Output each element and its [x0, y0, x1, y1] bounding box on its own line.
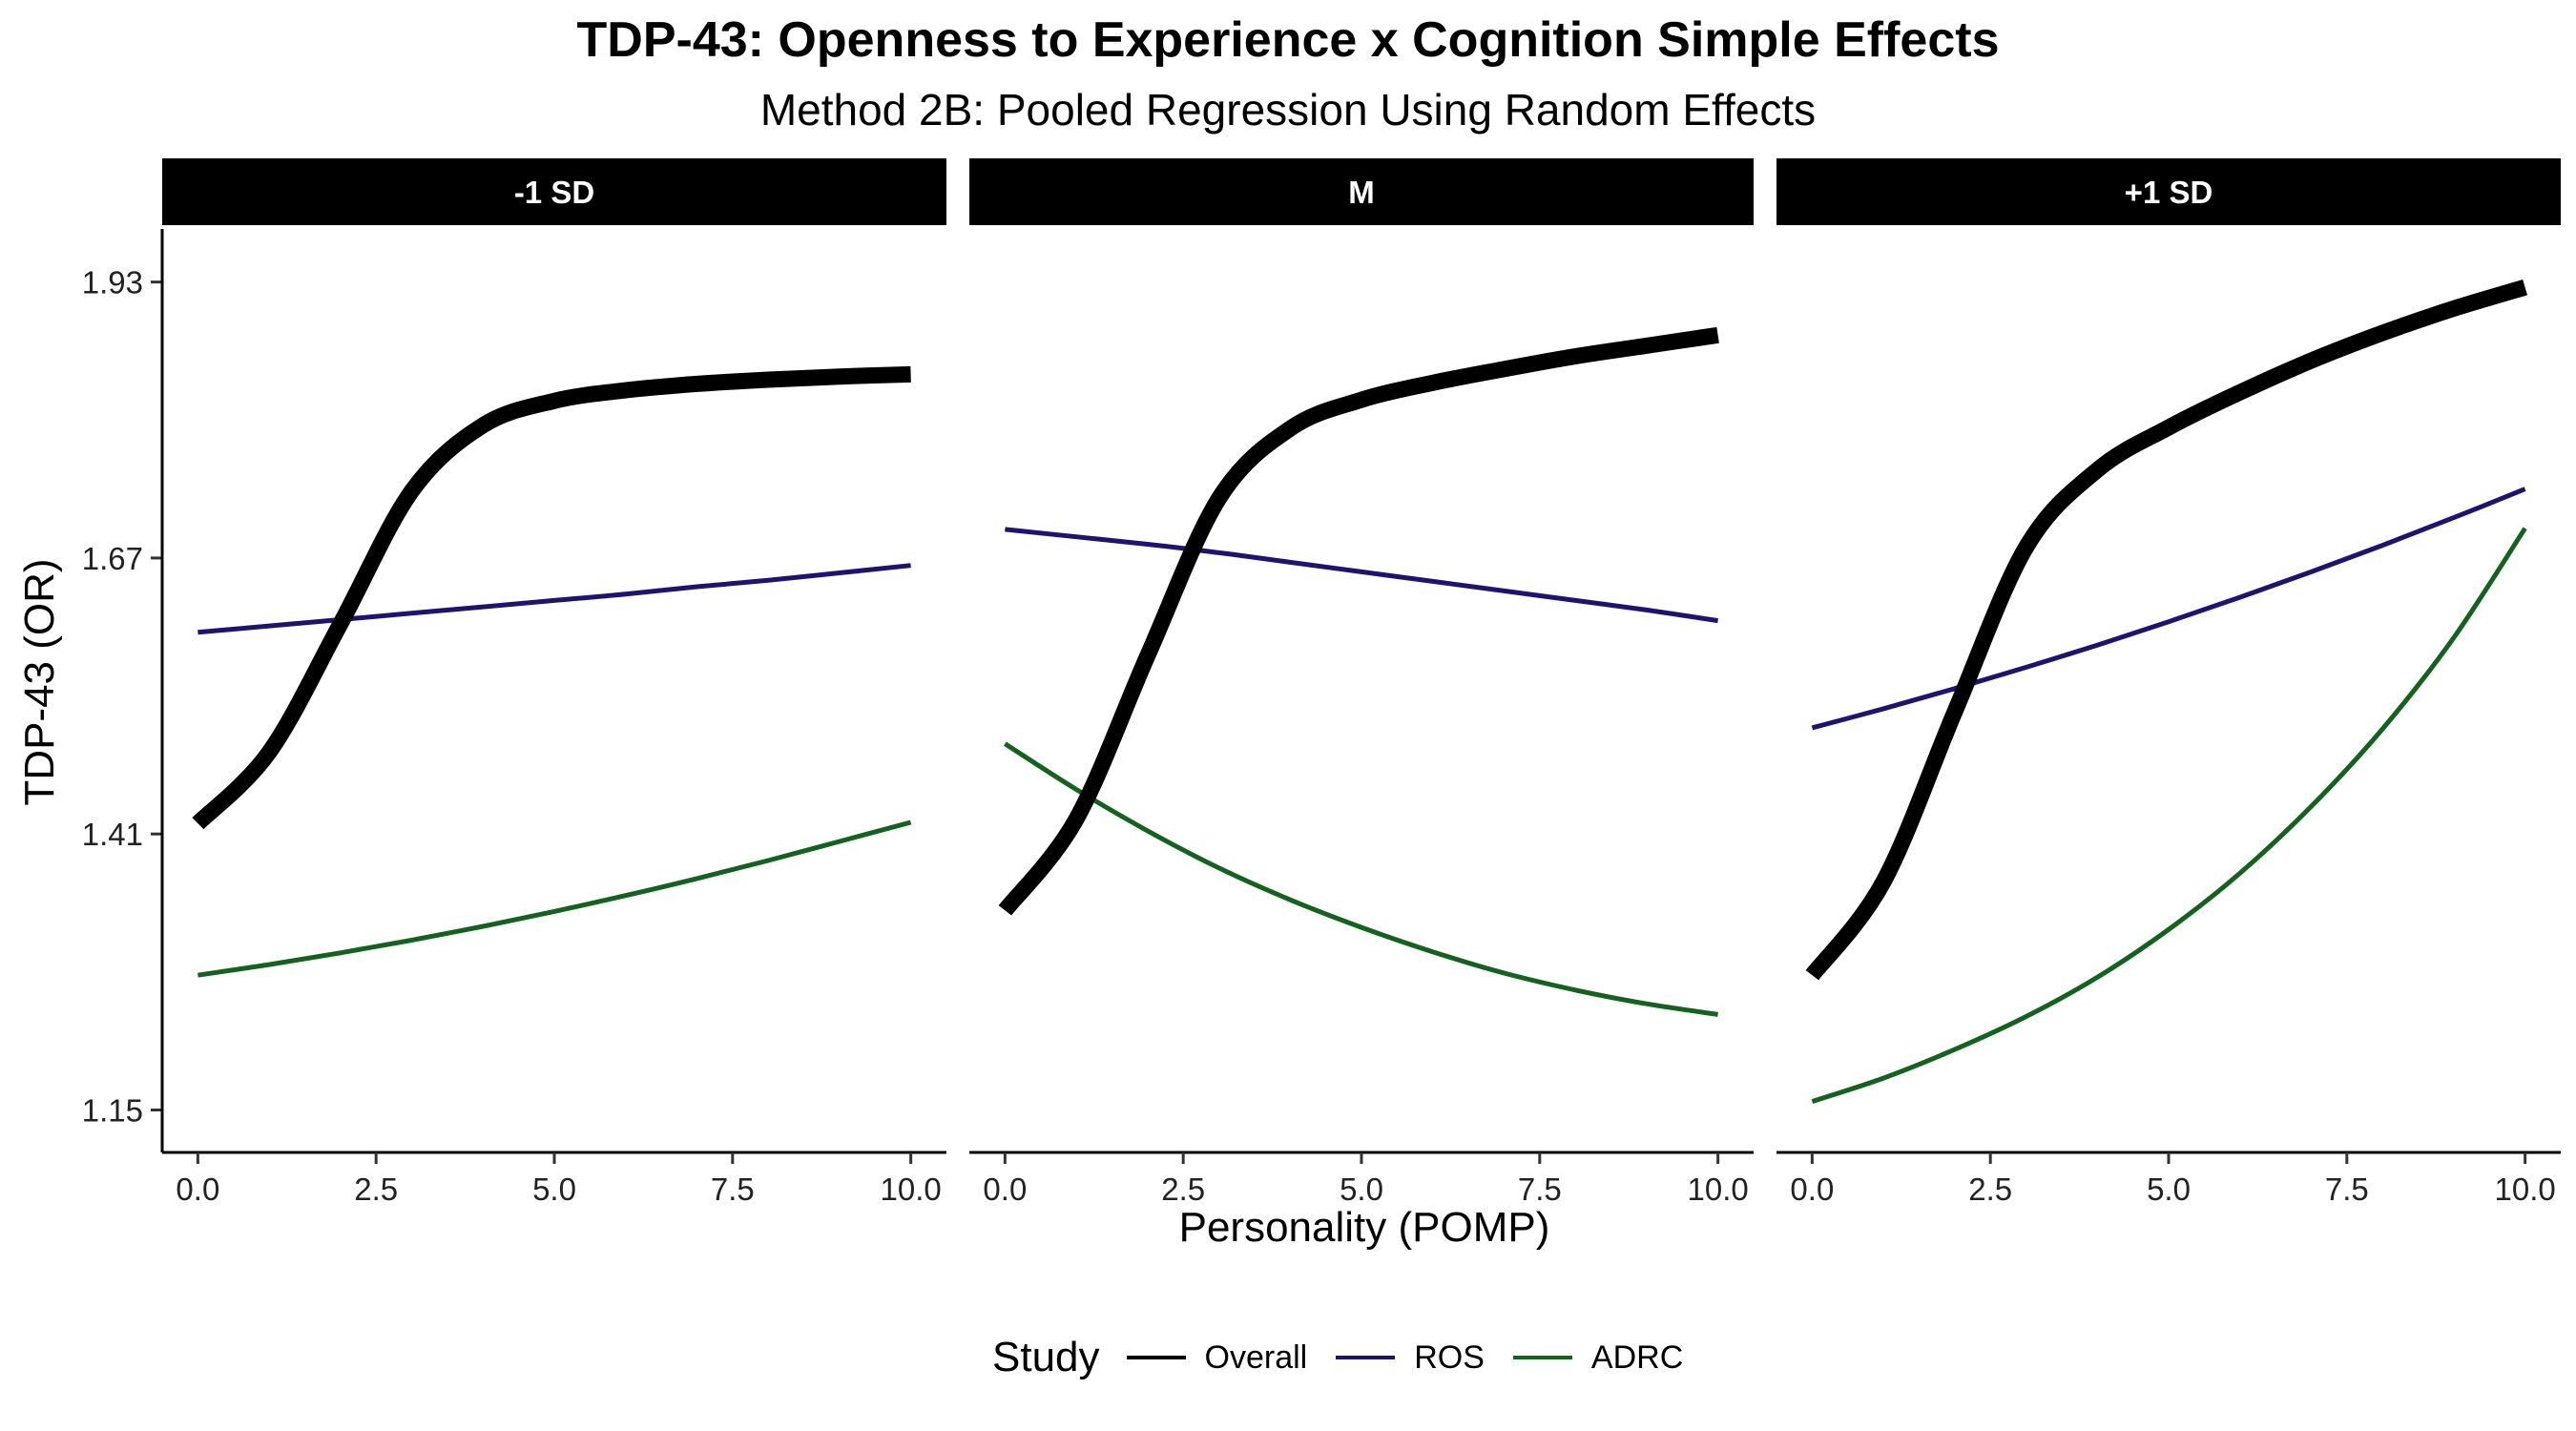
x-tick-label: 5.0	[1340, 1172, 1383, 1207]
x-tick-label: 2.5	[1161, 1172, 1205, 1207]
series-line-overall	[1805, 280, 2528, 981]
legend-item-ros: ROS	[1336, 1339, 1485, 1377]
x-tick-label: 5.0	[532, 1172, 576, 1207]
facet-label: +1 SD	[2125, 175, 2213, 210]
y-tick-label: 1.93	[82, 265, 143, 301]
x-tick-label: 2.5	[354, 1172, 398, 1207]
x-tick-label: 10.0	[881, 1172, 942, 1207]
chart-title: TDP-43: Openness to Experience x Cogniti…	[576, 12, 2000, 68]
facet-strip	[1776, 158, 2561, 225]
x-tick-label: 0.0	[983, 1172, 1027, 1207]
chart-subtitle: Method 2B: Pooled Regression Using Rando…	[759, 85, 1817, 135]
legend-item-adrc: ADRC	[1512, 1338, 1684, 1377]
x-tick-label: 7.5	[1518, 1172, 1562, 1207]
x-tick-label: 0.0	[176, 1172, 219, 1207]
series-line-adrc	[197, 819, 912, 978]
legend: Study Overall ROS ADRC	[992, 1329, 1712, 1386]
series-line-ros	[197, 563, 911, 635]
x-axis-label-text: Personality (POMP)	[1178, 1204, 1550, 1251]
x-tick-label: 5.0	[2147, 1172, 2191, 1207]
x-tick-label: 2.5	[1968, 1172, 2012, 1207]
facet-label: M	[1348, 175, 1375, 210]
series-line-ros	[1005, 527, 1718, 624]
legend-label-adrc: ADRC	[1590, 1338, 1684, 1376]
legend-key-overall	[1126, 1356, 1186, 1359]
series-line-overall	[192, 365, 911, 830]
x-tick-label: 0.0	[1790, 1172, 1834, 1207]
y-tick-label: 1.67	[82, 541, 143, 576]
x-tick-label: 10.0	[1688, 1172, 1749, 1207]
x-tick-label: 10.0	[2495, 1172, 2556, 1207]
y-tick-label: 1.41	[82, 817, 143, 852]
legend-title: Study	[992, 1334, 1100, 1380]
facet-strip	[162, 158, 946, 225]
series-line-ros	[1811, 487, 2526, 731]
series-line-adrc	[1811, 527, 2527, 1104]
facet-label: -1 SD	[514, 175, 594, 210]
legend-label-overall: Overall	[1204, 1338, 1308, 1376]
facet-strip	[969, 158, 1754, 225]
legend-label-ros: ROS	[1414, 1338, 1485, 1376]
y-tick-label: 1.15	[82, 1092, 143, 1128]
legend-key-ros	[1336, 1356, 1396, 1359]
x-tick-label: 7.5	[2325, 1172, 2369, 1207]
legend-item-overall: Overall	[1126, 1338, 1308, 1377]
series-line-overall	[998, 326, 1719, 916]
legend-key-adrc	[1512, 1356, 1572, 1359]
x-tick-label: 7.5	[711, 1172, 755, 1207]
series-line-adrc	[1004, 741, 1718, 1017]
